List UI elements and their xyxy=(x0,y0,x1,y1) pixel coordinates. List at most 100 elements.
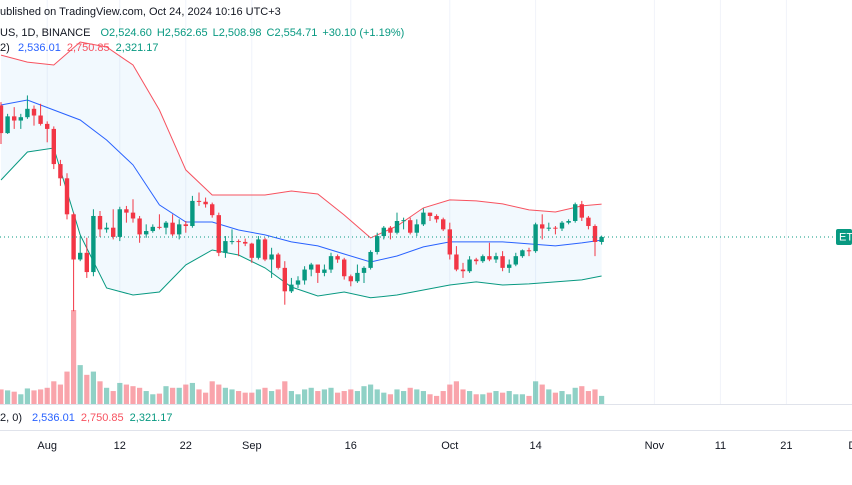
volume-bar xyxy=(420,391,426,404)
volume-bar xyxy=(104,387,110,404)
volume-bar xyxy=(71,310,77,404)
candle-body xyxy=(355,272,360,282)
candle-body xyxy=(104,227,109,230)
candle-body xyxy=(64,178,70,215)
candle-body xyxy=(566,220,571,223)
candle-body xyxy=(130,212,136,219)
volume-bar xyxy=(585,391,591,404)
candle-body xyxy=(520,250,525,257)
candle-body xyxy=(361,267,367,273)
candle-body xyxy=(177,224,182,235)
volume-bar xyxy=(110,391,116,404)
ohlc-value: +30.10 (+1.19%) xyxy=(322,27,404,39)
volume-bar xyxy=(308,387,314,404)
candle-body xyxy=(434,215,439,220)
candle-body xyxy=(31,108,37,116)
volume-bar xyxy=(460,389,466,404)
candle-body xyxy=(5,116,10,134)
candle-body xyxy=(553,227,558,229)
x-tick-label: 21 xyxy=(780,440,792,452)
candle-body xyxy=(223,241,228,253)
candle-body xyxy=(408,220,413,233)
candle-body xyxy=(533,224,538,252)
volume-bar xyxy=(57,384,63,404)
candle-body xyxy=(460,269,466,272)
volume-bar xyxy=(493,391,499,404)
volume-bar xyxy=(368,384,374,404)
band-value: 2,536.01 xyxy=(18,42,61,54)
volume-bar xyxy=(150,394,156,404)
volume-bar xyxy=(18,394,24,404)
volume-bar xyxy=(216,384,222,404)
band-line xyxy=(0,99,602,263)
candle-body xyxy=(18,117,23,121)
volume-bar xyxy=(533,381,539,404)
volume-bar xyxy=(315,391,321,404)
band-line xyxy=(0,147,602,299)
volume-bar xyxy=(84,374,90,404)
volume-bar xyxy=(480,394,486,404)
band-value: 2,321.17 xyxy=(116,42,159,54)
candle-body xyxy=(342,259,347,277)
volume-bar xyxy=(447,384,453,404)
candle-body xyxy=(170,222,175,235)
x-tick-label: Aug xyxy=(37,440,57,452)
volume-bar xyxy=(440,391,446,404)
volume-bar xyxy=(196,389,202,404)
candle-body xyxy=(38,115,43,124)
volume-bar xyxy=(579,386,585,404)
candle-body xyxy=(375,236,380,252)
candle-body xyxy=(117,209,122,237)
candle-body xyxy=(295,280,301,285)
volume-bar xyxy=(526,395,532,404)
candle-body xyxy=(150,226,155,232)
candle-body xyxy=(309,264,314,270)
volume-bar xyxy=(282,381,288,404)
volume-bar xyxy=(288,391,294,404)
x-tick-label: 14 xyxy=(529,440,541,452)
volume-bar xyxy=(130,386,136,404)
lower-prefix: 2, 0) xyxy=(0,412,22,424)
volume-bar xyxy=(467,391,473,404)
candle-body xyxy=(45,123,50,129)
volume-bar xyxy=(566,394,572,404)
volume-bar xyxy=(183,384,189,404)
volume-bar xyxy=(486,392,492,404)
candle-body xyxy=(256,239,261,258)
volume-bar xyxy=(156,393,162,404)
volume-bar xyxy=(348,389,354,404)
candle-body xyxy=(269,254,274,260)
volume-bar xyxy=(44,387,50,404)
volume-bar xyxy=(539,384,545,404)
volume-bar xyxy=(321,389,327,404)
candle-body xyxy=(500,256,505,268)
volume-bar xyxy=(31,390,37,404)
volume-bar xyxy=(592,389,598,404)
volume-bar xyxy=(328,387,334,404)
candle-body xyxy=(84,252,89,273)
candle-body xyxy=(144,231,149,235)
candle-body xyxy=(196,200,202,202)
volume-bar xyxy=(242,392,248,404)
x-tick-label: 11 xyxy=(715,440,726,452)
candle-body xyxy=(25,108,30,118)
volume-bar xyxy=(500,392,506,404)
candle-body xyxy=(401,220,406,222)
volume-bar xyxy=(381,392,387,404)
candle-body xyxy=(454,254,459,270)
candle-body xyxy=(183,224,188,227)
candle-body xyxy=(421,212,426,225)
candle-body xyxy=(368,251,373,268)
volume-bar xyxy=(176,387,182,404)
band-value: 2,750.85 xyxy=(81,412,124,424)
candle-body xyxy=(163,222,169,228)
candle-body xyxy=(526,250,532,252)
volume-bar xyxy=(275,389,281,404)
ohlc-value: C2,554.71 xyxy=(267,27,318,39)
x-tick-label: D xyxy=(848,440,852,452)
candle-body xyxy=(58,164,63,179)
symbol: US, 1D, BINANCE xyxy=(0,27,90,39)
candle-body xyxy=(599,236,604,242)
candle-body xyxy=(394,220,400,233)
